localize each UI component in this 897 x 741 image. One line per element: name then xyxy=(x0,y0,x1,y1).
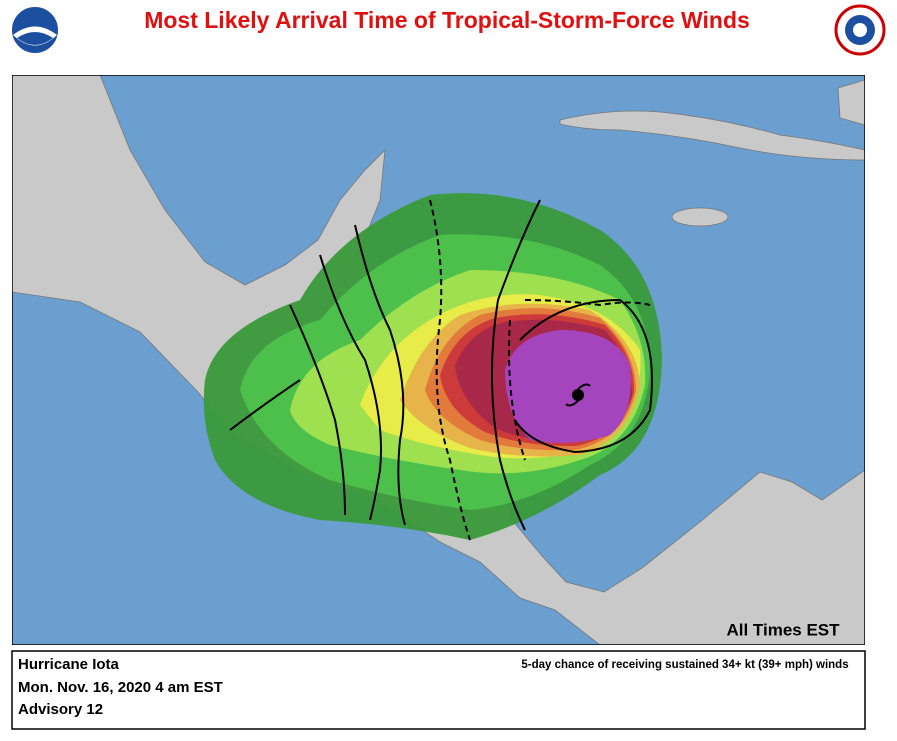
title: Most Likely Arrival Time of Tropical-Sto… xyxy=(144,7,750,33)
info-panel xyxy=(11,650,866,730)
map xyxy=(12,75,865,645)
advisory-date: Mon. Nov. 16, 2020 4 am EST xyxy=(18,679,223,696)
advisory-number: Advisory 12 xyxy=(18,701,103,718)
legend-title: 5-day chance of receiving sustained 34+ … xyxy=(521,659,848,671)
times-note: All Times EST xyxy=(726,620,840,639)
storm-name: Hurricane Iota xyxy=(18,656,120,673)
storm-symbol xyxy=(565,383,591,407)
noaa-logo xyxy=(10,5,60,55)
nws-logo xyxy=(834,4,886,56)
probability-swath xyxy=(203,193,662,540)
arrival-contours xyxy=(229,199,653,541)
